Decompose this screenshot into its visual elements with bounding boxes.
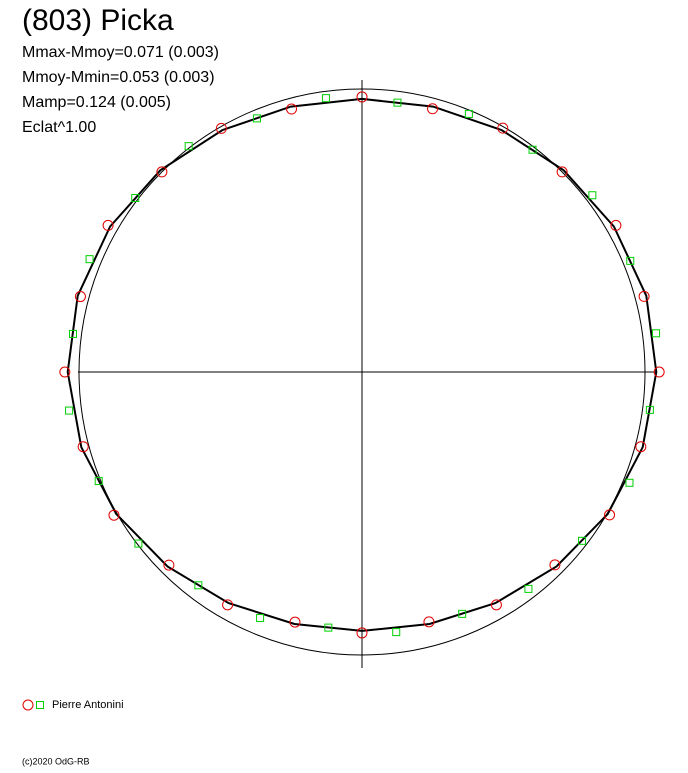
- legend-marker: [22, 699, 34, 711]
- point-circle: [356, 91, 368, 103]
- fit-curve: [66, 97, 658, 632]
- point-square: [524, 584, 533, 593]
- point-square: [65, 406, 74, 415]
- point-circle: [356, 627, 368, 639]
- point-circle: [74, 291, 86, 303]
- point-circle: [604, 509, 616, 521]
- annotation: Eclat^1.00: [22, 119, 96, 136]
- point-circle: [108, 509, 120, 521]
- annotation: Mmoy-Mmin=0.053 (0.003): [22, 69, 215, 86]
- point-square: [458, 609, 467, 618]
- point-circle: [549, 559, 561, 571]
- point-circle: [635, 441, 647, 453]
- point-square: [194, 581, 203, 590]
- point-square: [134, 539, 143, 548]
- point-square: [528, 145, 537, 154]
- point-square: [85, 255, 94, 264]
- point-circle: [490, 599, 502, 611]
- point-square: [626, 256, 635, 265]
- legend-label: Pierre Antonini: [52, 699, 124, 711]
- point-square: [392, 628, 401, 637]
- point-circle: [215, 122, 227, 134]
- point-square: [184, 142, 193, 151]
- reference-circle: [78, 88, 646, 656]
- point-square: [69, 329, 78, 338]
- annotation: Mmax-Mmoy=0.071 (0.003): [22, 44, 219, 61]
- point-square: [652, 329, 661, 338]
- point-circle: [163, 559, 175, 571]
- point-square: [578, 536, 587, 545]
- point-circle: [156, 166, 168, 178]
- footer: (c)2020 OdG-RB: [22, 756, 90, 766]
- chart-title: (803) Picka: [22, 4, 174, 37]
- point-circle: [427, 103, 439, 115]
- point-circle: [59, 366, 71, 378]
- legend-marker: [36, 701, 44, 709]
- point-square: [393, 98, 402, 107]
- point-square: [645, 405, 654, 414]
- annotation: Mamp=0.124 (0.005): [22, 94, 171, 111]
- point-square: [131, 193, 140, 202]
- point-circle: [222, 599, 234, 611]
- point-square: [588, 191, 597, 200]
- point-square: [464, 109, 473, 118]
- point-circle: [653, 366, 665, 378]
- point-square: [256, 614, 265, 623]
- point-square: [324, 623, 333, 632]
- point-circle: [286, 103, 298, 115]
- point-circle: [556, 166, 568, 178]
- point-circle: [497, 122, 509, 134]
- point-circle: [102, 219, 114, 231]
- point-square: [625, 478, 634, 487]
- point-square: [321, 94, 330, 103]
- point-circle: [289, 616, 301, 628]
- point-square: [94, 477, 103, 486]
- point-circle: [77, 441, 89, 453]
- point-circle: [423, 616, 435, 628]
- point-circle: [610, 219, 622, 231]
- point-circle: [638, 290, 650, 302]
- point-square: [252, 114, 261, 123]
